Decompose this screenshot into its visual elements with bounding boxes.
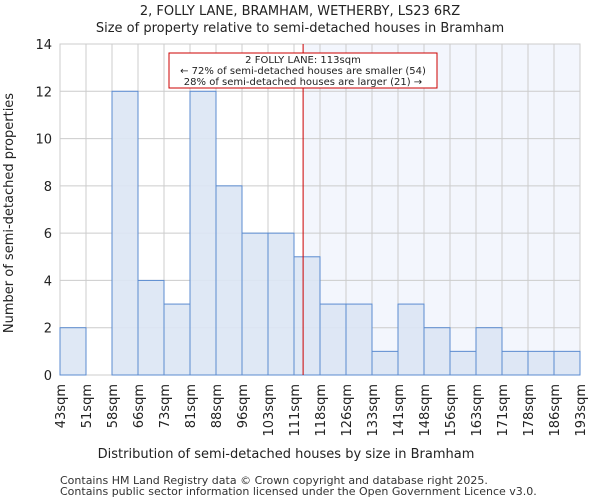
bar <box>501 350 529 376</box>
x-tick-label: 51sqm <box>80 384 95 428</box>
x-tick-label: 148sqm <box>418 384 433 437</box>
bar <box>111 90 139 376</box>
x-tick-label: 186sqm <box>548 384 563 437</box>
footer-line2: Contains public sector information licen… <box>60 485 537 498</box>
y-tick-label: 8 <box>44 180 52 195</box>
bar <box>423 327 451 376</box>
bar <box>475 327 503 376</box>
bar <box>163 303 191 376</box>
x-tick-label: 43sqm <box>54 384 69 428</box>
x-tick-label: 141sqm <box>392 384 407 437</box>
annotation-line3: 28% of semi-detached houses are larger (… <box>184 77 422 88</box>
x-tick-label: 58sqm <box>106 384 121 428</box>
x-tick-label: 178sqm <box>522 384 537 437</box>
x-tick-label: 133sqm <box>366 384 381 437</box>
y-tick-label: 0 <box>44 369 52 384</box>
bar <box>137 279 165 376</box>
y-tick-label: 12 <box>35 85 52 100</box>
x-tick-label: 126sqm <box>340 384 355 437</box>
y-axis-label: Number of semi-detached properties <box>2 93 17 333</box>
x-tick-label: 73sqm <box>158 384 173 428</box>
bar <box>371 350 399 376</box>
bar <box>59 327 87 376</box>
y-tick-label: 6 <box>44 227 52 242</box>
y-tick-label: 2 <box>44 322 52 337</box>
footer-line1: Contains HM Land Registry data © Crown c… <box>60 474 488 487</box>
chart-title: 2, FOLLY LANE, BRAMHAM, WETHERBY, LS23 6… <box>139 4 461 19</box>
bar <box>241 232 269 376</box>
x-tick-label: 96sqm <box>236 384 251 428</box>
x-tick-label: 171sqm <box>496 384 511 437</box>
bar <box>449 350 477 376</box>
x-tick-label: 163sqm <box>470 384 485 437</box>
y-tick-label: 10 <box>35 133 52 148</box>
annotation-line1: 2 FOLLY LANE: 113sqm <box>245 55 361 66</box>
bar <box>293 256 321 376</box>
x-tick-label: 66sqm <box>132 384 147 428</box>
x-tick-label: 118sqm <box>314 384 329 437</box>
x-tick-label: 81sqm <box>184 384 199 428</box>
x-tick-label: 88sqm <box>210 384 225 428</box>
bar <box>553 350 581 376</box>
bar <box>215 185 243 376</box>
annotation-box <box>168 52 438 89</box>
y-tick-label: 4 <box>44 274 52 289</box>
x-tick-label: 103sqm <box>262 384 277 437</box>
bar <box>267 232 295 376</box>
chart-subtitle: Size of property relative to semi-detach… <box>95 21 505 36</box>
x-tick-label: 156sqm <box>444 384 459 437</box>
bar <box>189 90 217 376</box>
bar <box>319 303 347 376</box>
x-tick-label: 193sqm <box>574 384 589 437</box>
y-tick-label: 14 <box>35 38 52 53</box>
bar <box>345 303 373 376</box>
bar <box>527 350 555 376</box>
x-tick-label: 111sqm <box>288 384 303 437</box>
annotation-line2: ← 72% of semi-detached houses are smalle… <box>180 66 426 77</box>
bar <box>397 303 425 376</box>
x-axis-label: Distribution of semi-detached houses by … <box>98 447 475 462</box>
